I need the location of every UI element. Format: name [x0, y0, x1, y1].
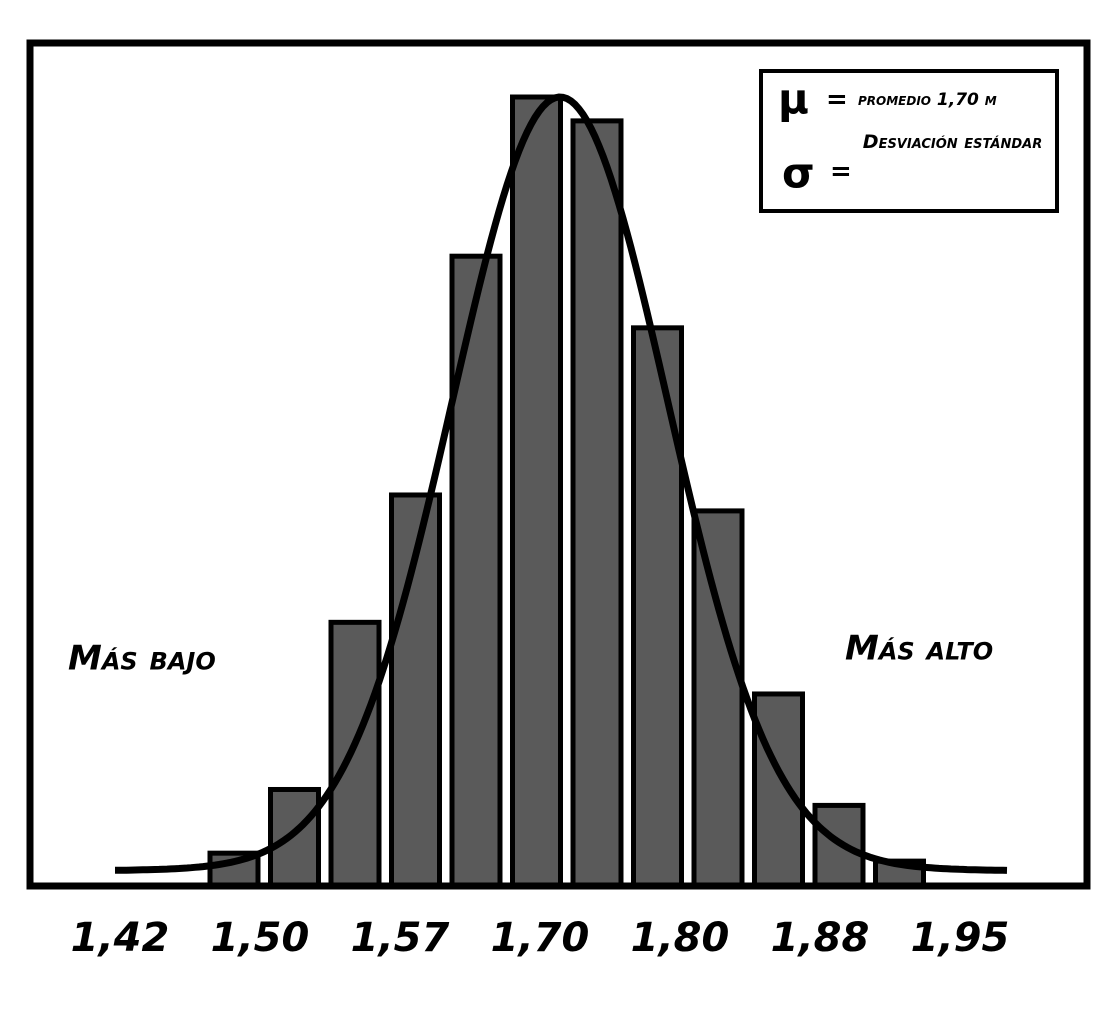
bar — [328, 619, 382, 888]
legend-text-box: Desviación estándar — [862, 131, 1043, 153]
x-tick-label: 1,70 — [491, 915, 590, 961]
bar — [510, 94, 563, 888]
bar — [752, 691, 805, 888]
x-tick-label: 1,57 — [351, 915, 450, 961]
legend-text: promedio 1,70 m — [858, 90, 997, 110]
bar — [631, 325, 684, 888]
x-tick-label: 1,80 — [631, 915, 730, 961]
bar — [268, 786, 321, 888]
normal-curve — [115, 93, 1008, 874]
legend-symbol: σ — [782, 149, 815, 198]
legend-box — [759, 69, 1059, 213]
bar — [691, 508, 745, 888]
bar — [570, 118, 624, 888]
legend-equals: = — [830, 157, 852, 187]
x-tick-label: 1,50 — [211, 915, 310, 961]
x-tick-label: 1,42 — [71, 915, 170, 961]
bar — [812, 802, 866, 888]
bar — [449, 253, 503, 888]
legend-equals: = — [826, 85, 848, 115]
annotation: Más alto — [845, 629, 993, 669]
x-tick-label: 1,88 — [771, 915, 870, 961]
bars — [207, 94, 926, 888]
annotation: Más bajo — [68, 639, 216, 679]
x-tick-label: 1,95 — [911, 915, 1010, 961]
legend-symbol: μ — [778, 75, 809, 124]
legend-text: Desviación estándar — [862, 131, 1043, 153]
